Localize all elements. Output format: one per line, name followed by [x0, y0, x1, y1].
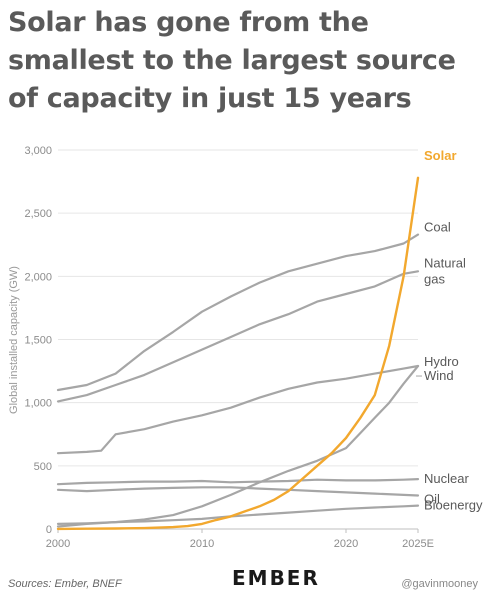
series-line-natural-gas [56, 270, 420, 403]
x-tick-label: 2020 [334, 538, 358, 550]
author-handle: @gavinmooney [401, 578, 478, 590]
y-tick-label: 1,500 [24, 335, 52, 347]
y-tick-label: 0 [46, 524, 52, 536]
x-tick-label: 2000 [46, 538, 70, 550]
x-axis: 2000 2010 2020 2025E [46, 529, 434, 550]
series-label-natural-gas: gas [424, 271, 445, 286]
series-label-bioenergy: Bioenergy [424, 498, 483, 513]
gridlines [58, 149, 418, 530]
y-axis-label: Global installed capacity (GW) [8, 266, 20, 414]
series-label-natural-gas: Natural [424, 255, 466, 270]
ember-logo: EMBER [232, 566, 320, 590]
series-line-coal [56, 233, 420, 392]
y-tick-label: 3,000 [24, 145, 52, 157]
series-label-hydro: Hydro [424, 354, 459, 369]
y-tick-label: 2,000 [24, 271, 52, 283]
chart-title: Solar has gone from the smallest to the … [8, 7, 456, 114]
x-tick-label: 2010 [190, 538, 214, 550]
x-tick-label: 2025E [402, 538, 434, 550]
series-group [56, 176, 420, 531]
series-line-hydro [56, 364, 420, 455]
series-label-coal: Coal [424, 220, 451, 235]
series-label-nuclear: Nuclear [424, 471, 469, 486]
series-line-bioenergy [56, 504, 420, 526]
series-label-wind: Wind [424, 368, 454, 383]
series-line-wind [56, 364, 420, 528]
series-line-nuclear [56, 478, 420, 486]
y-axis: 0 500 1,000 1,500 2,000 2,500 3,000 [24, 145, 52, 536]
series-label-solar: Solar [424, 148, 457, 163]
series-line-oil [56, 486, 420, 497]
y-tick-label: 2,500 [24, 208, 52, 220]
y-tick-label: 500 [34, 461, 52, 473]
sources-text: Sources: Ember, BNEF [8, 578, 122, 590]
series-line-solar [56, 176, 420, 531]
y-tick-label: 1,000 [24, 398, 52, 410]
series-label-oil: Oil [424, 492, 440, 507]
